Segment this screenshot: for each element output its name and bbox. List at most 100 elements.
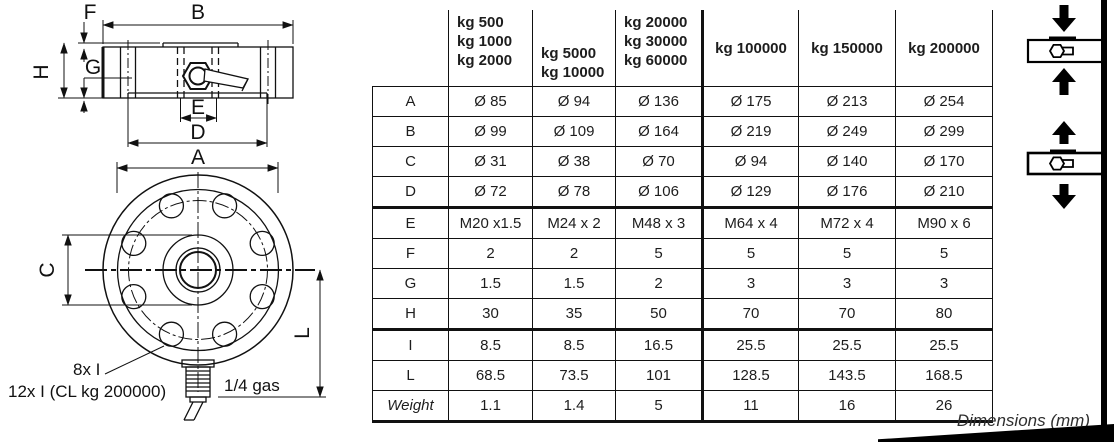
capacity-col-1: kg 500 kg 1000 kg 2000	[448, 10, 533, 87]
arrow-up-icon	[1052, 68, 1076, 95]
table-cell: 5	[798, 238, 896, 269]
table-cell: 1.5	[532, 268, 616, 299]
dim-label-e: E	[191, 96, 205, 119]
table-row-g: G 1.5 1.5 2 3 3 3	[372, 268, 993, 299]
table-cell: 128.5	[701, 360, 799, 391]
row-label: G	[372, 268, 449, 299]
capacity-col-2: kg 5000 kg 10000	[532, 10, 616, 87]
table-cell: M72 x 4	[798, 206, 896, 239]
capacity-col-3: kg 20000 kg 30000 kg 60000	[615, 10, 703, 87]
table-cell: Ø 299	[895, 116, 993, 147]
table-row-c: C Ø 31 Ø 38 Ø 70 Ø 94 Ø 140 Ø 170	[372, 146, 993, 177]
table-cell: 30	[448, 298, 533, 330]
table-row-a: A Ø 85 Ø 94 Ø 136 Ø 175 Ø 213 Ø 254	[372, 86, 993, 117]
capacity-line: kg 5000	[541, 45, 597, 62]
table-cell: Ø 129	[701, 176, 799, 208]
compression-load-icon	[1026, 5, 1105, 95]
table-cell: Ø 31	[448, 146, 533, 177]
holes-note-8: 8x I	[73, 360, 100, 379]
top-view	[62, 172, 326, 421]
load-cell-drawing: F B H G E D A C L 8x I 12x I (CL kg 2000…	[8, 1, 326, 421]
capacity-header-row: kg 500 kg 1000 kg 2000 kg 5000 kg 10000 …	[372, 10, 993, 87]
table-cell: 1.1	[448, 390, 533, 423]
load-cell-glyph-icon	[1048, 156, 1074, 171]
dim-label-f: F	[84, 1, 97, 24]
row-label: A	[372, 86, 449, 117]
table-cell: Ø 78	[532, 176, 616, 208]
arrow-down-icon	[1052, 184, 1076, 209]
table-cell: Ø 85	[448, 86, 533, 117]
dimensions-table: kg 500 kg 1000 kg 2000 kg 5000 kg 10000 …	[372, 10, 993, 423]
table-cell: Ø 176	[798, 176, 896, 208]
table-cell: 1.5	[448, 268, 533, 299]
table-cell: M90 x 6	[895, 206, 993, 239]
table-cell: Ø 94	[701, 146, 799, 177]
dim-label-l: L	[291, 327, 314, 339]
capacity-line: kg 1000	[457, 33, 513, 50]
dim-label-c: C	[36, 262, 59, 277]
row-label: L	[372, 360, 449, 391]
table-cell: 2	[532, 238, 616, 269]
table-cell: 80	[895, 298, 993, 330]
table-row-b: B Ø 99 Ø 109 Ø 164 Ø 219 Ø 249 Ø 299	[372, 116, 993, 147]
table-cell: 143.5	[798, 360, 896, 391]
table-cell: 70	[798, 298, 896, 330]
row-label: F	[372, 238, 449, 269]
row-label: B	[372, 116, 449, 147]
table-cell: 70	[701, 298, 799, 330]
table-cell: Ø 38	[532, 146, 616, 177]
table-cell: 3	[701, 268, 799, 299]
table-row-weight: Weight 1.1 1.4 5 11 16 26	[372, 390, 993, 423]
table-cell: 35	[532, 298, 616, 330]
table-cell: Ø 249	[798, 116, 896, 147]
table-cell: 68.5	[448, 360, 533, 391]
capacity-line: kg 20000	[624, 14, 688, 31]
row-label: H	[372, 298, 449, 330]
capacity-line: kg 150000	[811, 39, 883, 57]
capacity-line: kg 60000	[624, 52, 688, 69]
table-cell: Ø 213	[798, 86, 896, 117]
row-label: D	[372, 176, 449, 208]
thread-note: 1/4 gas	[224, 376, 280, 395]
table-cell: Ø 219	[701, 116, 799, 147]
cable-connector	[181, 359, 215, 421]
cable-gland	[181, 62, 249, 92]
table-cell: 5	[701, 238, 799, 269]
holes-note-12: 12x I (CL kg 200000)	[8, 382, 166, 401]
table-cell: M24 x 2	[532, 206, 616, 239]
table-row-l: L 68.5 73.5 101 128.5 143.5 168.5	[372, 360, 993, 391]
capacity-line: kg 10000	[541, 64, 605, 81]
table-cell: 2	[615, 268, 703, 299]
table-cell: 101	[615, 360, 703, 391]
table-cell: 5	[895, 238, 993, 269]
table-row-f: F 2 2 5 5 5 5	[372, 238, 993, 269]
table-cell: 8.5	[532, 328, 616, 361]
table-cell: Ø 72	[448, 176, 533, 208]
row-label: Weight	[372, 390, 449, 423]
row-label: C	[372, 146, 449, 177]
table-cell: M20 x1.5	[448, 206, 533, 239]
table-cell: 5	[615, 390, 703, 423]
table-row-e: E M20 x1.5 M24 x 2 M48 x 3 M64 x 4 M72 x…	[372, 206, 993, 239]
corner-cell	[372, 10, 449, 87]
dim-label-a: A	[191, 146, 205, 169]
table-cell: 3	[798, 268, 896, 299]
table-cell: 26	[895, 390, 993, 423]
table-cell: Ø 109	[532, 116, 616, 147]
row-label: E	[372, 206, 449, 239]
capacity-line: kg 500	[457, 14, 504, 31]
bolt-holes	[121, 193, 275, 347]
table-cell: 5	[615, 238, 703, 269]
table-cell: 25.5	[701, 328, 799, 361]
table-cell: 25.5	[798, 328, 896, 361]
table-cell: Ø 136	[615, 86, 703, 117]
table-cell: 168.5	[895, 360, 993, 391]
table-cell: 3	[895, 268, 993, 299]
table-cell: Ø 210	[895, 176, 993, 208]
table-cell: Ø 254	[895, 86, 993, 117]
tension-load-icon	[1026, 121, 1105, 209]
dim-label-d: D	[190, 121, 205, 144]
table-cell: Ø 170	[895, 146, 993, 177]
table-row-h: H 30 35 50 70 70 80	[372, 298, 993, 330]
